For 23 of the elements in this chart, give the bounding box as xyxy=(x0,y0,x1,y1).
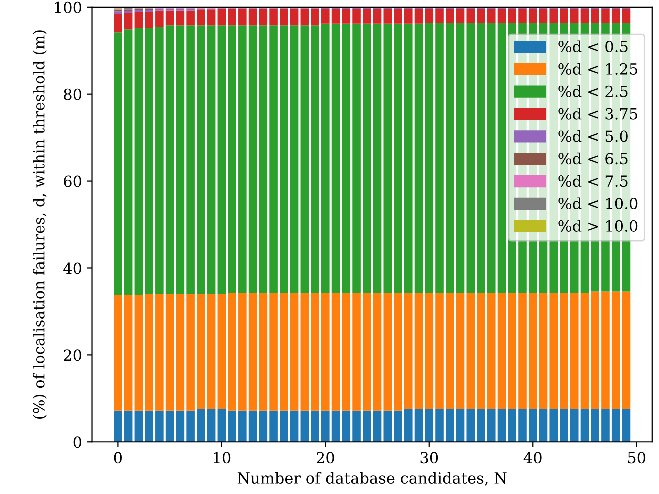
y-tick-label: 100 xyxy=(55,2,82,14)
legend-label: %d < 3.75 xyxy=(558,108,638,120)
x-tick-label: 20 xyxy=(316,452,334,464)
legend-label: %d < 0.5 xyxy=(558,40,628,53)
x-tick-label: 10 xyxy=(214,452,231,464)
y-axis-title: (%) of localisation failures, d, within threshold (m) xyxy=(33,30,48,419)
x-tick-label: 40 xyxy=(524,452,542,464)
y-tick-label: 0 xyxy=(74,436,82,448)
x-tick-label: 0 xyxy=(114,452,122,464)
legend-label: %d < 2.5 xyxy=(558,86,628,98)
legend-label: %d > 10.0 xyxy=(558,220,638,232)
legend-label: %d < 6.5 xyxy=(558,152,628,165)
legend-label: %d < 1.25 xyxy=(558,63,638,75)
x-tick-label: 50 xyxy=(628,452,646,464)
legend-label: %d < 5.0 xyxy=(558,130,628,142)
y-tick-label: 60 xyxy=(64,176,82,188)
y-tick-label: 80 xyxy=(64,88,82,100)
x-axis-title: Number of database candidates, N xyxy=(238,472,507,486)
legend-label: %d < 7.5 xyxy=(558,175,628,188)
y-tick-label: 20 xyxy=(64,350,82,362)
legend-label: %d < 10.0 xyxy=(558,198,638,210)
x-tick-label: 30 xyxy=(420,452,438,464)
y-tick-label: 40 xyxy=(64,262,82,274)
